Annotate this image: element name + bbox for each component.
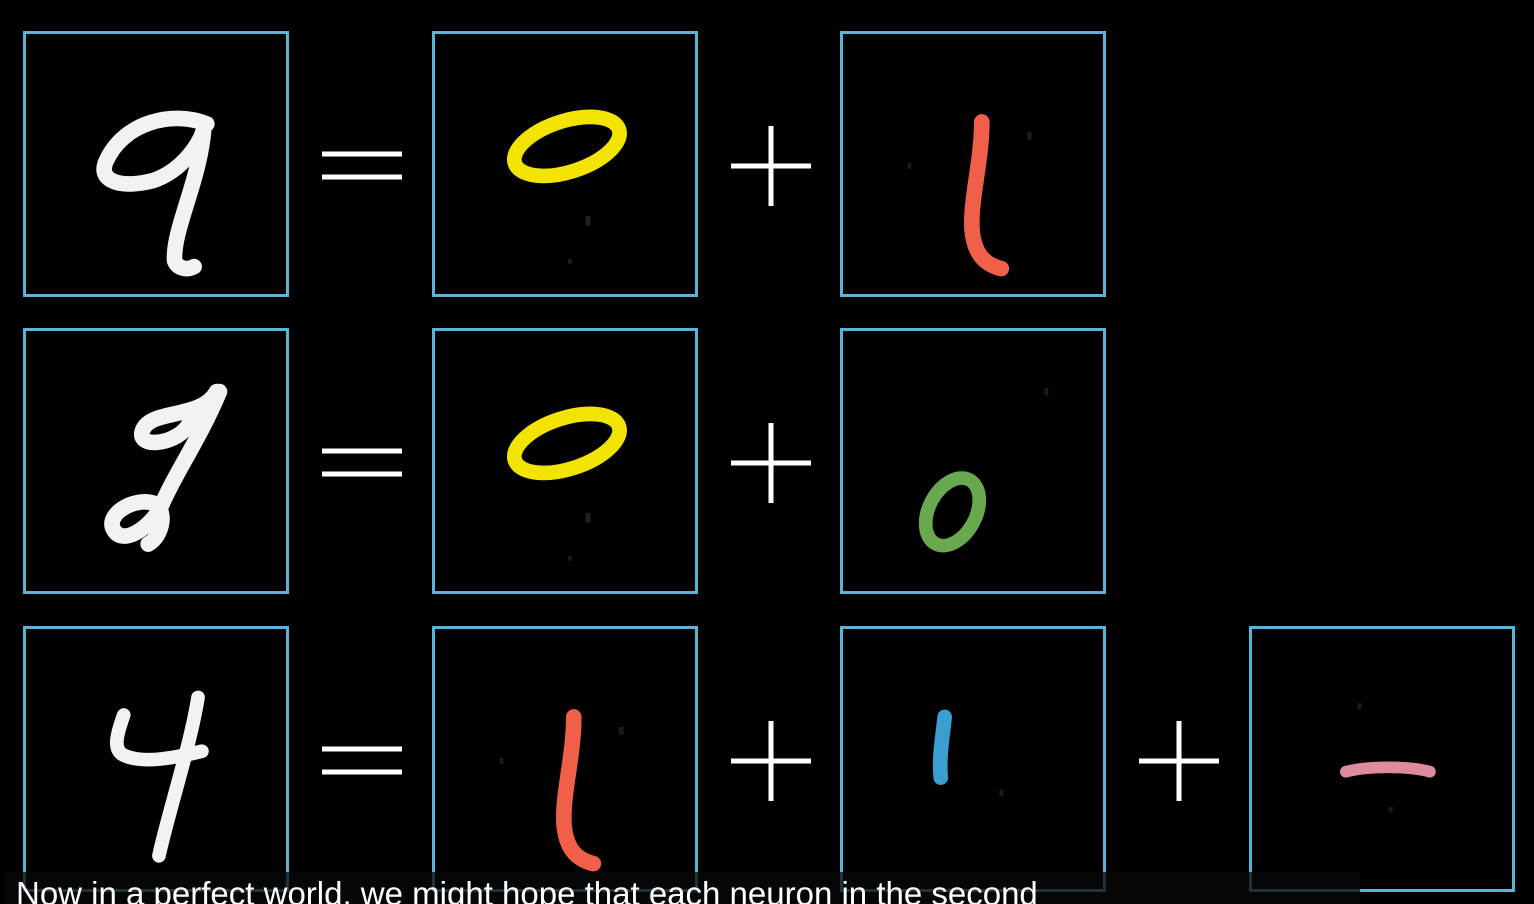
orange-stroke-image — [432, 626, 698, 892]
pink-horizontal-stroke-icon — [1339, 703, 1436, 813]
digit-nine-image — [23, 31, 289, 297]
equals-sign-icon — [320, 421, 404, 505]
yellow-loop-icon — [506, 109, 627, 264]
plus-sign-icon — [729, 124, 813, 208]
blue-short-stroke-icon — [932, 709, 1004, 797]
yellow-loop-image — [432, 328, 698, 594]
green-loop-image — [840, 328, 1106, 594]
subtitle-caption: Now in a perfect world, we might hope th… — [4, 872, 1360, 904]
equals-sign-icon — [320, 719, 404, 803]
subtitle-text: Now in a perfect world, we might hope th… — [16, 875, 1038, 904]
orange-vertical-stroke-icon — [499, 709, 624, 872]
blue-stroke-image — [840, 626, 1106, 892]
orange-stroke-image — [840, 31, 1106, 297]
green-small-loop-icon — [918, 387, 1049, 553]
yellow-loop-icon — [506, 406, 627, 561]
digit-eight-icon — [104, 383, 228, 552]
plus-sign-icon — [729, 719, 813, 803]
plus-sign-icon — [1137, 719, 1221, 803]
orange-vertical-stroke-icon — [907, 114, 1032, 277]
plus-sign-icon — [729, 421, 813, 505]
yellow-loop-image — [432, 31, 698, 297]
digit-eight-image — [23, 328, 289, 594]
digit-nine-icon — [96, 110, 215, 277]
digit-four-icon — [110, 690, 209, 863]
digit-four-image — [23, 626, 289, 892]
equals-sign-icon — [320, 124, 404, 208]
pink-stroke-image — [1249, 626, 1515, 892]
